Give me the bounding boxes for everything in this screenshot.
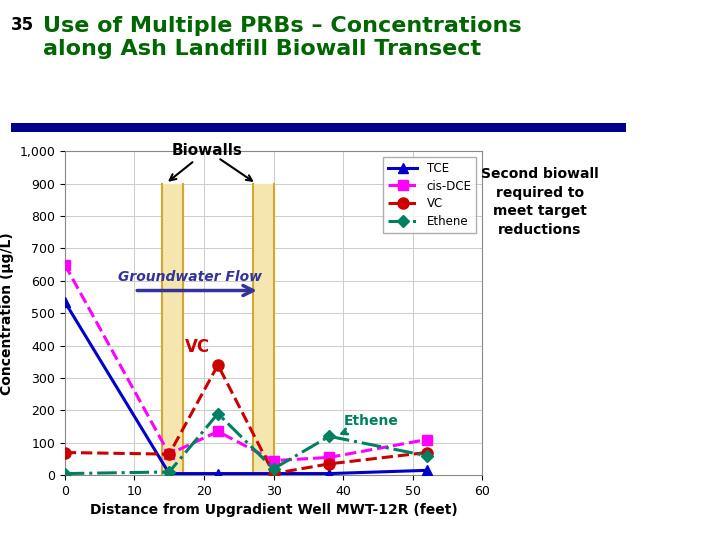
- Bar: [253, 184, 274, 475]
- Line: TCE: TCE: [60, 297, 431, 478]
- VC: [60, 449, 69, 456]
- TCE: [269, 470, 278, 477]
- VC: [269, 470, 278, 477]
- cis-DCE: [214, 428, 222, 435]
- Text: VC: VC: [184, 338, 210, 356]
- Text: Use of Multiple PRBs – Concentrations
along Ash Landfill Biowall Transect: Use of Multiple PRBs – Concentrations al…: [43, 16, 522, 59]
- Legend: TCE, cis-DCE, VC, Ethene: TCE, cis-DCE, VC, Ethene: [383, 157, 477, 233]
- VC: [214, 362, 222, 368]
- TCE: [423, 467, 431, 474]
- Ethene: [165, 469, 174, 475]
- Ethene: [325, 433, 333, 440]
- TCE: [214, 470, 222, 477]
- VC: [325, 461, 333, 467]
- TCE: [60, 299, 69, 305]
- Line: VC: VC: [59, 360, 432, 479]
- TCE: [165, 470, 174, 477]
- Ethene: [423, 453, 431, 459]
- Ethene: [214, 410, 222, 417]
- Bar: [162, 184, 183, 475]
- Text: Groundwater Flow: Groundwater Flow: [118, 270, 262, 284]
- cis-DCE: [325, 454, 333, 461]
- cis-DCE: [165, 451, 174, 457]
- cis-DCE: [60, 261, 69, 268]
- TCE: [325, 470, 333, 477]
- VC: [165, 451, 174, 457]
- Text: Ethene: Ethene: [341, 414, 398, 434]
- Text: 35: 35: [11, 16, 34, 34]
- Text: Second biowall
required to
meet target
reductions: Second biowall required to meet target r…: [481, 167, 599, 237]
- X-axis label: Distance from Upgradient Well MWT-12R (feet): Distance from Upgradient Well MWT-12R (f…: [90, 503, 457, 517]
- VC: [423, 449, 431, 456]
- Line: cis-DCE: cis-DCE: [60, 260, 431, 465]
- cis-DCE: [269, 457, 278, 464]
- cis-DCE: [423, 436, 431, 443]
- Text: Biowalls: Biowalls: [170, 143, 243, 180]
- Y-axis label: Concentration (μg/L): Concentration (μg/L): [0, 232, 14, 395]
- Line: Ethene: Ethene: [60, 409, 431, 478]
- Ethene: [269, 465, 278, 472]
- Ethene: [60, 470, 69, 477]
